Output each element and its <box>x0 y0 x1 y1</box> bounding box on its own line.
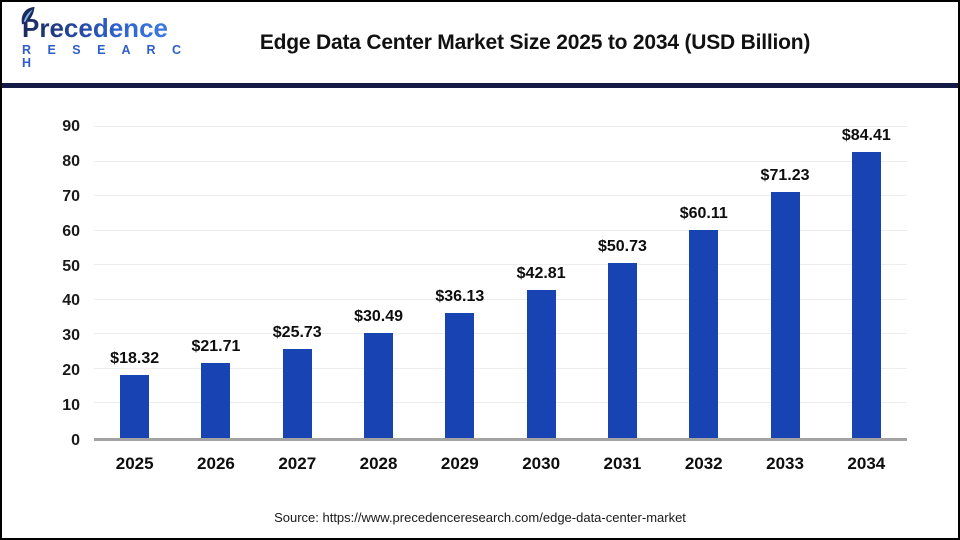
logo-wordmark: Precedence <box>22 13 168 44</box>
x-tick-label: 2027 <box>278 454 317 473</box>
bar <box>282 349 312 438</box>
y-tick-label: 10 <box>62 397 80 415</box>
bar-column: $18.32 <box>94 127 175 438</box>
y-tick-label: 70 <box>62 187 80 205</box>
bar <box>120 374 150 438</box>
bar-column: $71.23 <box>744 127 825 438</box>
bar-column: $25.73 <box>257 127 338 438</box>
x-tick-label: 2033 <box>766 454 804 473</box>
bar-value-label: $30.49 <box>354 307 403 325</box>
y-tick-label: 90 <box>62 118 80 135</box>
y-tick-label: 80 <box>62 152 80 170</box>
gridline <box>94 402 907 404</box>
gridline <box>94 264 907 266</box>
bar-column: $42.81 <box>500 127 581 438</box>
bar <box>201 362 231 438</box>
bars-container: $18.32 $21.71 $25.73 $30.49 $36.13 $42.81 $50.… <box>94 127 907 438</box>
x-tick-label: 2029 <box>440 454 479 473</box>
y-tick-label: 20 <box>62 362 80 380</box>
bar <box>689 230 719 438</box>
page-title: Edge Data Center Market Size 2025 to 203… <box>259 30 811 54</box>
header-divider <box>2 83 958 88</box>
y-tick-label: 60 <box>62 222 80 240</box>
bar-value-label: $84.41 <box>841 127 891 144</box>
logo-sub-wordmark: R E S E A R C H <box>22 42 188 70</box>
bar <box>526 290 556 438</box>
bar <box>770 191 800 438</box>
gridline <box>94 333 907 335</box>
x-tick-label: 2034 <box>847 454 886 473</box>
y-axis: 0 10 20 30 40 50 60 70 80 90 <box>30 118 80 449</box>
x-axis: 2025 2026 2027 2028 2029 2030 2031 2032 2033 2034 <box>94 454 907 474</box>
bar-column: $21.71 <box>175 127 256 438</box>
y-tick-label: 0 <box>71 432 80 449</box>
bar-value-label: $36.13 <box>435 288 485 306</box>
x-tick-label: 2032 <box>684 454 723 473</box>
bar <box>445 313 475 438</box>
plot-area: $18.32 $21.71 $25.73 $30.49 $36.13 $42.81 $50.… <box>94 126 907 441</box>
bar-column: $60.11 <box>663 127 744 438</box>
logo-leaf-icon <box>21 7 35 25</box>
y-tick-label: 40 <box>62 292 80 310</box>
bar <box>607 262 637 438</box>
bar-value-label: $50.73 <box>597 237 647 255</box>
bar-column: $36.13 <box>419 127 500 438</box>
x-tick-label: 2028 <box>359 454 398 473</box>
title-wrap: Edge Data Center Market Size 2025 to 203… <box>207 31 863 55</box>
bar <box>851 152 881 438</box>
y-tick-label: 30 <box>62 327 80 345</box>
bar-column: $30.49 <box>338 127 419 438</box>
gridline <box>94 229 907 231</box>
gridline <box>94 298 907 300</box>
bar-value-label: $60.11 <box>679 205 728 223</box>
bar-value-label: $71.23 <box>760 166 810 184</box>
gridline <box>94 367 907 369</box>
bar-value-label: $25.73 <box>272 324 322 342</box>
bar-value-label: $18.32 <box>110 349 160 367</box>
x-tick-label: 2031 <box>603 454 642 473</box>
bar-value-label: $21.71 <box>191 337 241 355</box>
header: Precedence R E S E A R C H Edge Data Cen… <box>2 2 958 83</box>
x-tick-label: 2025 <box>115 454 154 473</box>
bar-column: $84.41 <box>826 127 907 438</box>
bar-column: $50.73 <box>582 127 663 438</box>
gridline <box>94 160 907 162</box>
bar <box>364 332 394 438</box>
x-tick-label: 2030 <box>522 454 561 473</box>
gridline <box>94 195 907 197</box>
gridline <box>94 126 907 127</box>
x-tick-label: 2026 <box>197 454 235 473</box>
bar-value-label: $42.81 <box>516 265 566 283</box>
precedence-research-logo: Precedence R E S E A R C H <box>2 7 207 70</box>
source-note: Source: https://www.precedenceresearch.c… <box>274 510 686 525</box>
y-tick-label: 50 <box>62 257 80 275</box>
